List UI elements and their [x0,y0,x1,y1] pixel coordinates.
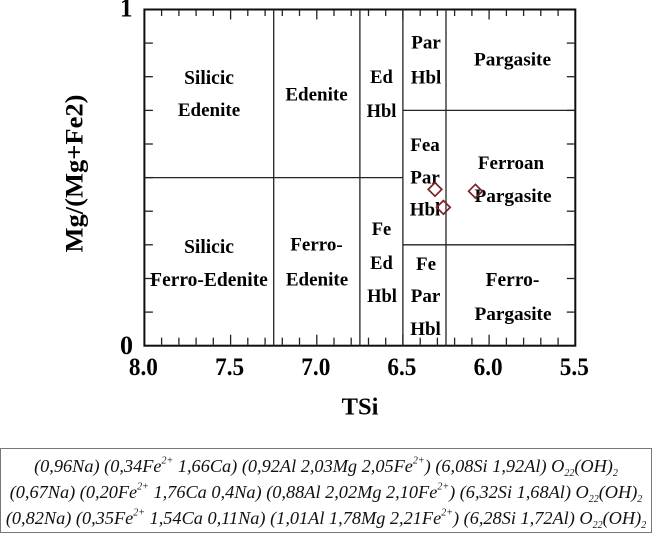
svg-text:Pargasite: Pargasite [474,50,552,71]
svg-text:Pargasite: Pargasite [474,186,552,207]
svg-text:Hbl: Hbl [367,102,397,122]
svg-text:Fea: Fea [410,135,440,156]
svg-text:Hbl: Hbl [410,200,441,221]
svg-text:Ferro-: Ferro- [290,235,342,256]
svg-text:Ferroan: Ferroan [478,153,545,174]
svg-text:6.0: 6.0 [474,354,503,381]
svg-text:Fe: Fe [416,254,436,275]
svg-text:Hbl: Hbl [410,319,441,340]
svg-text:1: 1 [120,0,133,23]
svg-text:7.5: 7.5 [215,354,244,381]
svg-text:Silicic: Silicic [184,237,234,258]
svg-text:Ed: Ed [370,68,393,88]
svg-text:Ferro-: Ferro- [486,270,540,291]
svg-text:Edenite: Edenite [286,270,348,291]
svg-text:Ferro-Edenite: Ferro-Edenite [150,270,268,291]
svg-text:Edenite: Edenite [285,85,347,106]
svg-text:0: 0 [120,331,133,360]
svg-text:Par: Par [411,33,441,54]
svg-text:Par: Par [411,286,441,307]
svg-text:Fe: Fe [372,220,392,240]
svg-text:6.5: 6.5 [387,354,416,381]
svg-text:Silicic: Silicic [184,68,234,89]
svg-text:8.0: 8.0 [129,354,158,381]
svg-text:7.0: 7.0 [301,354,330,381]
svg-text:Ed: Ed [370,254,393,274]
svg-text:Par: Par [410,168,440,189]
svg-text:Mg/(Mg+Fe2): Mg/(Mg+Fe2) [61,95,88,253]
svg-text:Pargasite: Pargasite [474,304,552,325]
svg-text:TSi: TSi [342,393,379,420]
svg-text:Edenite: Edenite [178,100,240,121]
svg-text:Hbl: Hbl [411,68,442,89]
svg-text:5.5: 5.5 [560,354,589,381]
svg-text:Hbl: Hbl [367,287,397,307]
